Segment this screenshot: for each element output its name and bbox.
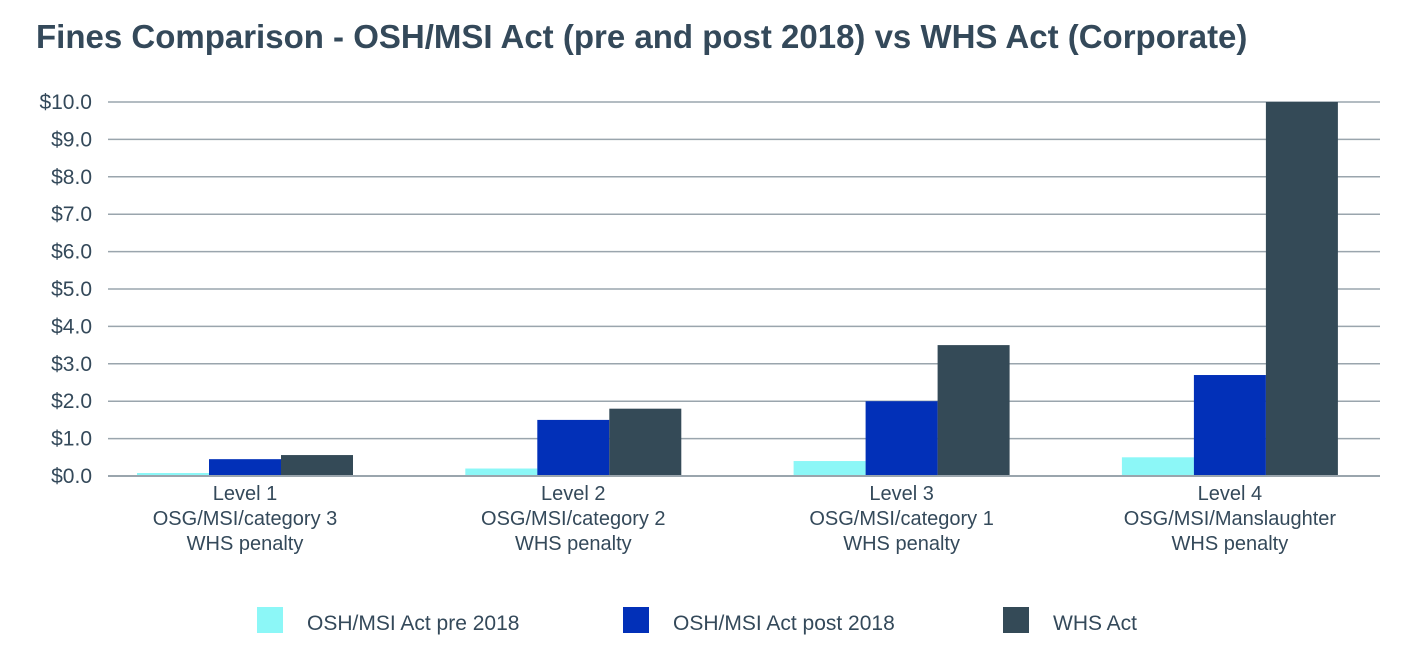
bar-1-2 [465, 468, 538, 476]
x-tick-label: OSG/MSI/category 1 [809, 508, 994, 530]
y-tick-label: $3.0 [51, 353, 92, 376]
bar-3-3 [937, 345, 1010, 476]
x-tick-label: WHS penalty [187, 533, 304, 555]
x-tick-label: OSG/MSI/category 2 [481, 508, 666, 530]
bar-1-1 [137, 473, 209, 476]
legend-swatch [1003, 607, 1029, 633]
bar-2-2 [537, 419, 610, 476]
x-tick-label: WHS penalty [1172, 533, 1289, 555]
y-tick-label: $7.0 [51, 203, 92, 226]
y-tick-label: $4.0 [51, 315, 92, 338]
x-tick-label: OSG/MSI/category 3 [153, 508, 338, 530]
x-tick-label: Level 4 [1198, 483, 1263, 505]
bar-2-3 [865, 401, 938, 476]
x-tick-label: OSG/MSI/Manslaughter [1124, 508, 1337, 530]
y-tick-label: $6.0 [51, 241, 92, 264]
legend-label: OSH/MSI Act pre 2018 [307, 612, 519, 635]
chart-title: Fines Comparison - OSH/MSI Act (pre and … [36, 18, 1248, 55]
y-tick-label: $1.0 [51, 428, 92, 451]
bar-1-3 [793, 461, 866, 476]
y-tick-label: $10.0 [39, 91, 92, 114]
legend-label: OSH/MSI Act post 2018 [673, 612, 895, 635]
x-tick-label: WHS penalty [843, 533, 960, 555]
y-tick-label: $5.0 [51, 278, 92, 301]
y-tick-label: $8.0 [51, 166, 92, 189]
legend-swatch [623, 607, 649, 633]
y-tick-label: $0.0 [51, 465, 92, 488]
x-tick-label: Level 2 [541, 483, 606, 505]
x-tick-label: Level 1 [213, 483, 278, 505]
x-tick-label: Level 3 [869, 483, 934, 505]
bar-2-4 [1193, 375, 1266, 476]
legend-swatch [257, 607, 283, 633]
bar-1-4 [1121, 457, 1194, 476]
x-tick-label: WHS penalty [515, 533, 632, 555]
y-tick-label: $9.0 [51, 128, 92, 151]
bar-2-1 [209, 459, 281, 476]
bar-3-1 [281, 455, 353, 476]
bar-3-2 [609, 408, 682, 476]
bar-3-4 [1265, 102, 1338, 476]
y-tick-label: $2.0 [51, 390, 92, 413]
legend-label: WHS Act [1053, 612, 1137, 635]
